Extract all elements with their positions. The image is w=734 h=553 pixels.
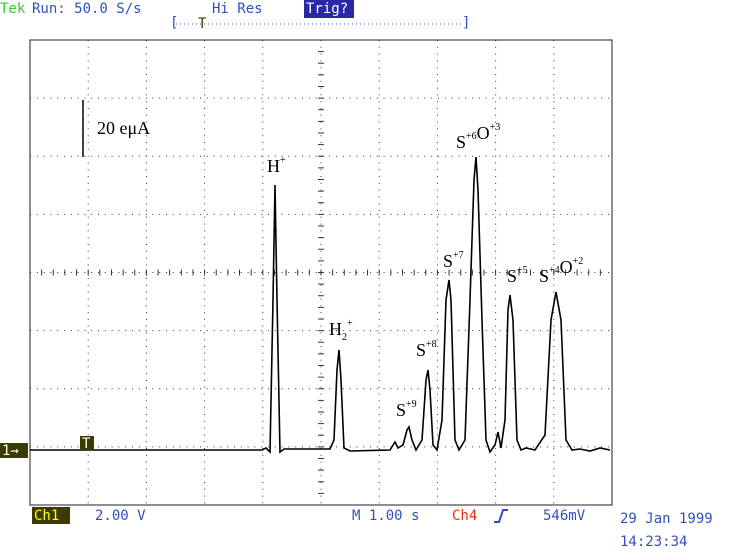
trigger-slope	[494, 509, 508, 523]
channel-marker-box	[0, 443, 28, 458]
peak-label: H+	[267, 155, 286, 176]
ion: S	[539, 266, 549, 286]
trigger-status: Trig?	[306, 1, 348, 17]
scale-label: 20 eμA	[97, 118, 150, 138]
peak-label: S+6O+3	[456, 122, 500, 152]
charge: +2	[573, 256, 584, 267]
trigger-marker-box	[80, 436, 94, 450]
acquisition: Run: 50.0 S/s	[32, 1, 142, 17]
peak-label: S+7	[443, 250, 464, 271]
charge: +5	[517, 265, 528, 276]
peak-label: H2+	[329, 318, 353, 343]
ion: H	[329, 319, 342, 339]
ion: H	[267, 156, 280, 176]
time: 14:23:34	[620, 534, 687, 550]
charge: +7	[453, 250, 464, 261]
subscript: 2	[342, 332, 347, 343]
ion: S	[456, 132, 466, 152]
ion: S	[507, 266, 517, 286]
graticule	[29, 39, 613, 506]
channel-box	[32, 507, 70, 524]
ion: S	[443, 251, 453, 271]
charge: +6	[466, 131, 477, 142]
charge: +8	[426, 339, 437, 350]
trigger-marker: T	[82, 436, 91, 452]
peak-labels: H+H2+S+9S+8S+7S+6O+3S+5 S+4O+2	[267, 122, 583, 420]
acquisition-mode: Hi Res	[212, 1, 263, 17]
screen-border	[29, 39, 613, 506]
trigger-level: 546mV	[543, 508, 586, 524]
trigger-status-box	[304, 0, 354, 18]
channel-scale: 2.00 V	[95, 508, 146, 524]
ion: S	[396, 400, 406, 420]
peak-label: S+8	[416, 339, 437, 360]
record-bracket: [	[170, 15, 178, 31]
charge: +	[347, 318, 353, 329]
trace	[30, 156, 611, 454]
record-bracket: ]	[462, 15, 470, 31]
peak-label: S+4O+2	[539, 256, 583, 286]
ion: O	[477, 123, 490, 143]
date: 29 Jan 1999	[620, 511, 713, 527]
ion: O	[560, 257, 573, 277]
channel: Ch1	[34, 508, 59, 524]
trigger-source: Ch4	[452, 508, 477, 524]
channel-marker: 1→	[2, 443, 19, 459]
peak-label: S+5	[507, 265, 528, 286]
ion: S	[416, 340, 426, 360]
peak-label: S+9	[396, 399, 417, 420]
timebase: M 1.00 s	[352, 508, 419, 524]
brand: Tek	[0, 1, 26, 17]
charge: +	[280, 155, 286, 166]
charge: +9	[406, 399, 417, 410]
charge: +4	[549, 265, 560, 276]
charge: +3	[490, 122, 501, 133]
trigger-position: T	[198, 16, 207, 32]
